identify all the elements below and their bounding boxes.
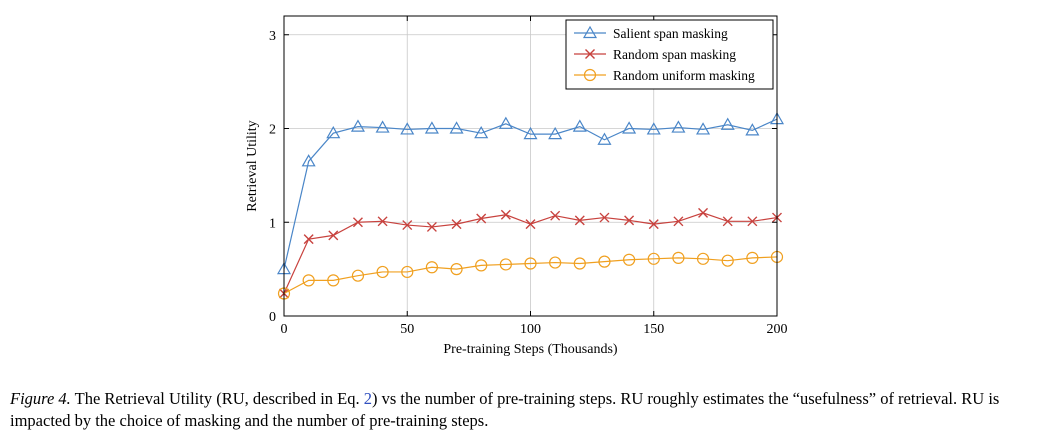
data-point: [722, 216, 733, 227]
data-point: [720, 117, 735, 130]
data-point: [525, 219, 536, 230]
data-point: [350, 119, 365, 132]
legend: Salient span masking Random span masking R…: [565, 19, 774, 90]
data-point: [599, 212, 610, 223]
legend-entry: Random uniform masking: [574, 68, 755, 83]
data-point: [450, 263, 463, 276]
data-point: [598, 255, 611, 268]
data-point: [424, 121, 439, 134]
data-point: [648, 219, 659, 230]
series-random-span-masking: [279, 207, 782, 299]
data-point: [721, 254, 734, 267]
data-point: [597, 132, 612, 145]
data-point: [647, 252, 660, 265]
equation-reference-link[interactable]: 2: [363, 389, 373, 408]
data-point: [449, 121, 464, 134]
series-line: [283, 256, 778, 295]
axis-ticks: 0 50 100 150 200 0 1 2 3: [269, 16, 788, 337]
y-tick-label: 1: [269, 216, 276, 231]
x-axis-label: Pre-training Steps (Thousands): [443, 342, 618, 357]
data-point: [696, 122, 711, 135]
y-axis-label: Retrieval Utility: [245, 120, 260, 211]
data-point: [402, 220, 413, 231]
figure-label: Figure 4.: [10, 389, 71, 408]
data-point: [328, 230, 339, 241]
figure-caption: Figure 4. The Retrieval Utility (RU, des…: [10, 388, 1030, 432]
data-point: [376, 265, 389, 279]
data-point: [698, 207, 709, 218]
data-point: [646, 122, 661, 135]
data-point: [303, 234, 314, 245]
data-point: [351, 269, 365, 282]
data-point: [474, 125, 489, 139]
data-point: [622, 121, 637, 134]
legend-label: Random uniform masking: [613, 68, 755, 83]
data-point: [425, 261, 438, 274]
data-point: [352, 217, 363, 228]
data-point: [549, 256, 562, 269]
data-point: [671, 120, 686, 133]
legend-entry: Random span masking: [574, 47, 736, 62]
series-salient-span-masking: [276, 111, 785, 275]
data-point: [622, 253, 636, 266]
legend-marker: [583, 68, 597, 82]
x-tick-label: 100: [520, 322, 541, 337]
data-point: [523, 126, 538, 140]
data-point: [746, 251, 759, 264]
caption-text-part2: ) vs the number of pre-training steps. R…: [10, 389, 1000, 430]
data-point: [401, 265, 414, 279]
data-point: [747, 216, 758, 227]
data-point: [301, 154, 316, 167]
y-tick-label: 0: [269, 310, 276, 325]
x-tick-label: 200: [767, 322, 788, 337]
retrieval-utility-chart: 0 50 100 150 200 0 1 2 3 Pre-training Steps (Tho…: [245, 15, 788, 357]
data-point: [375, 120, 390, 133]
data-point: [574, 215, 585, 226]
x-tick-label: 50: [400, 322, 414, 337]
data-point: [573, 257, 586, 270]
data-point: [500, 209, 511, 220]
data-point: [476, 213, 487, 224]
data-point: [550, 210, 561, 221]
legend-marker: [585, 49, 595, 59]
y-tick-label: 2: [269, 123, 276, 138]
data-point: [475, 259, 488, 272]
data-point: [326, 125, 341, 139]
data-point: [672, 251, 685, 264]
data-point: [624, 215, 635, 226]
data-point: [451, 219, 462, 230]
data-point: [327, 274, 340, 287]
data-point: [377, 216, 388, 227]
legend-marker: [582, 25, 598, 39]
x-tick-label: 0: [281, 322, 288, 337]
caption-text-part1: The Retrieval Utility (RU, described in …: [70, 389, 364, 408]
data-point: [498, 116, 513, 129]
x-tick-label: 150: [643, 322, 664, 337]
data-point: [548, 126, 563, 140]
data-point: [524, 257, 537, 270]
data-point: [572, 119, 587, 132]
legend-label: Salient span masking: [613, 26, 728, 41]
data-point: [400, 122, 415, 135]
series-line: [283, 118, 778, 270]
legend-label: Random span masking: [613, 47, 736, 62]
data-point: [673, 216, 684, 227]
data-point: [745, 123, 760, 136]
data-point: [499, 258, 512, 271]
legend-entry: Salient span masking: [574, 25, 728, 41]
data-point: [426, 221, 437, 232]
series-layer: [276, 111, 785, 300]
y-tick-label: 3: [269, 29, 276, 44]
data-point: [696, 252, 710, 265]
data-point: [302, 274, 315, 287]
series-random-uniform-masking: [277, 250, 784, 300]
